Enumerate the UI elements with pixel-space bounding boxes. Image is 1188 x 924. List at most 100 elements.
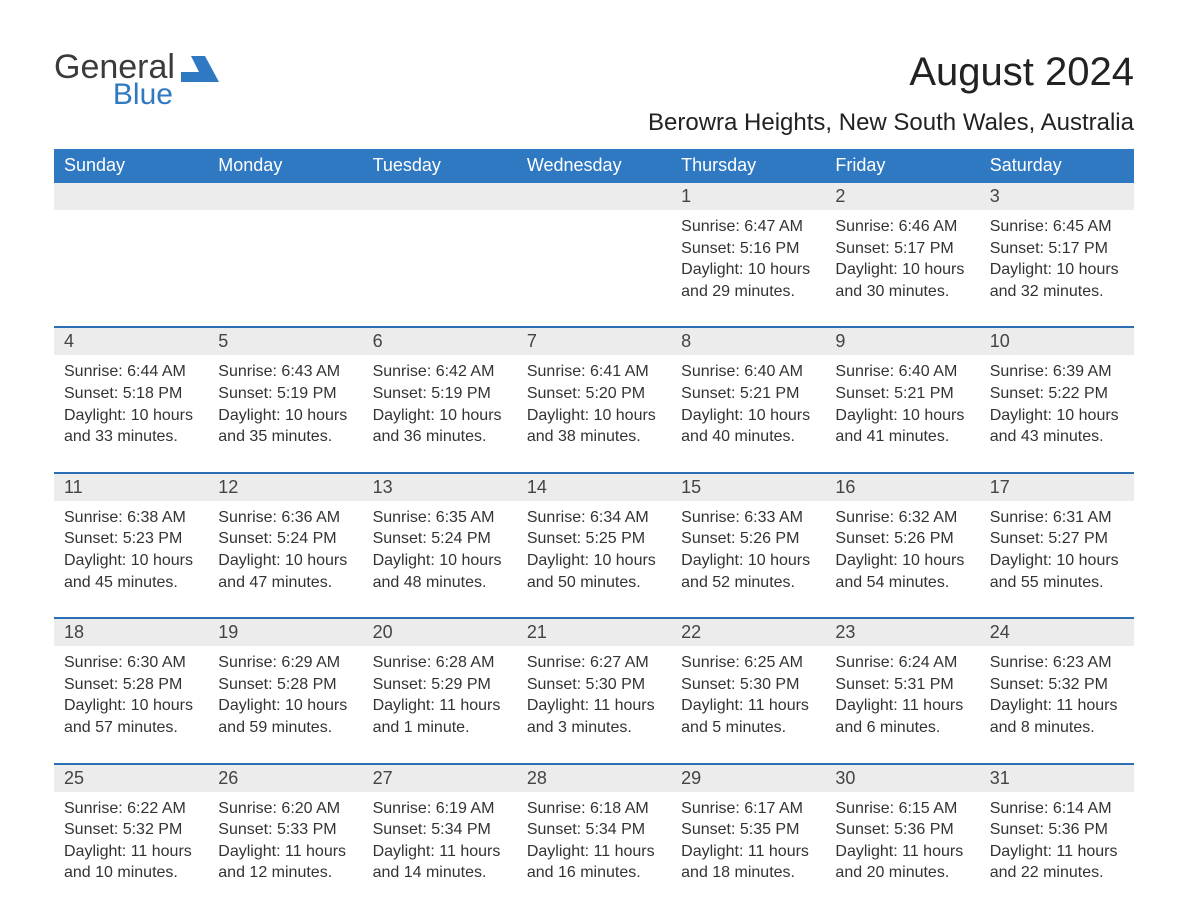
- daylight-text: Daylight: 11 hours and 1 minute.: [373, 695, 507, 738]
- daylight-text: Daylight: 10 hours and 50 minutes.: [527, 550, 661, 593]
- day-number: 25: [54, 765, 208, 792]
- day-number: 22: [671, 619, 825, 646]
- week-row: 45678910Sunrise: 6:44 AMSunset: 5:18 PMD…: [54, 326, 1134, 447]
- day-cell: Sunrise: 6:15 AMSunset: 5:36 PMDaylight:…: [825, 792, 979, 884]
- sunset-text: Sunset: 5:34 PM: [527, 819, 661, 841]
- sunset-text: Sunset: 5:21 PM: [835, 383, 969, 405]
- day-number: 2: [825, 183, 979, 210]
- sunset-text: Sunset: 5:27 PM: [990, 528, 1124, 550]
- sunrise-text: Sunrise: 6:40 AM: [681, 361, 815, 383]
- sunrise-text: Sunrise: 6:18 AM: [527, 798, 661, 820]
- sunset-text: Sunset: 5:36 PM: [990, 819, 1124, 841]
- sunset-text: Sunset: 5:23 PM: [64, 528, 198, 550]
- day-number-row: 18192021222324: [54, 619, 1134, 646]
- day-number: 9: [825, 328, 979, 355]
- daylight-text: Daylight: 11 hours and 16 minutes.: [527, 841, 661, 884]
- day-number: [517, 183, 671, 210]
- sunrise-text: Sunrise: 6:45 AM: [990, 216, 1124, 238]
- day-cell: Sunrise: 6:47 AMSunset: 5:16 PMDaylight:…: [671, 210, 825, 302]
- daylight-text: Daylight: 10 hours and 30 minutes.: [835, 259, 969, 302]
- day-number: 10: [980, 328, 1134, 355]
- day-cell: Sunrise: 6:39 AMSunset: 5:22 PMDaylight:…: [980, 355, 1134, 447]
- day-number: 7: [517, 328, 671, 355]
- sunrise-text: Sunrise: 6:15 AM: [835, 798, 969, 820]
- daylight-text: Daylight: 11 hours and 5 minutes.: [681, 695, 815, 738]
- calendar-page: General Blue August 2024 Berowra Heights…: [0, 0, 1188, 924]
- sunrise-text: Sunrise: 6:29 AM: [218, 652, 352, 674]
- day-number: 26: [208, 765, 362, 792]
- week-row: 25262728293031Sunrise: 6:22 AMSunset: 5:…: [54, 763, 1134, 884]
- day-number: 19: [208, 619, 362, 646]
- weekday-header: Monday: [208, 149, 362, 183]
- day-number: 23: [825, 619, 979, 646]
- day-number: 12: [208, 474, 362, 501]
- sunrise-text: Sunrise: 6:38 AM: [64, 507, 198, 529]
- daylight-text: Daylight: 10 hours and 40 minutes.: [681, 405, 815, 448]
- sunset-text: Sunset: 5:25 PM: [527, 528, 661, 550]
- weekday-header: Sunday: [54, 149, 208, 183]
- location-subtitle: Berowra Heights, New South Wales, Austra…: [648, 109, 1134, 137]
- daylight-text: Daylight: 10 hours and 57 minutes.: [64, 695, 198, 738]
- day-number: 18: [54, 619, 208, 646]
- day-number-row: 123: [54, 183, 1134, 210]
- weekday-header: Friday: [825, 149, 979, 183]
- daylight-text: Daylight: 10 hours and 36 minutes.: [373, 405, 507, 448]
- sunrise-text: Sunrise: 6:20 AM: [218, 798, 352, 820]
- weekday-header: Thursday: [671, 149, 825, 183]
- logo-flag-icon: [181, 56, 219, 82]
- day-number: 30: [825, 765, 979, 792]
- sunset-text: Sunset: 5:32 PM: [64, 819, 198, 841]
- sunset-text: Sunset: 5:33 PM: [218, 819, 352, 841]
- daylight-text: Daylight: 10 hours and 41 minutes.: [835, 405, 969, 448]
- title-block: August 2024 Berowra Heights, New South W…: [648, 50, 1134, 137]
- day-cell: Sunrise: 6:18 AMSunset: 5:34 PMDaylight:…: [517, 792, 671, 884]
- sunset-text: Sunset: 5:17 PM: [990, 238, 1124, 260]
- daylight-text: Daylight: 10 hours and 59 minutes.: [218, 695, 352, 738]
- day-number: [54, 183, 208, 210]
- day-cell: Sunrise: 6:34 AMSunset: 5:25 PMDaylight:…: [517, 501, 671, 593]
- day-cell: Sunrise: 6:23 AMSunset: 5:32 PMDaylight:…: [980, 646, 1134, 738]
- sunset-text: Sunset: 5:30 PM: [681, 674, 815, 696]
- day-cell: Sunrise: 6:22 AMSunset: 5:32 PMDaylight:…: [54, 792, 208, 884]
- sunset-text: Sunset: 5:28 PM: [64, 674, 198, 696]
- sunrise-text: Sunrise: 6:24 AM: [835, 652, 969, 674]
- daylight-text: Daylight: 11 hours and 20 minutes.: [835, 841, 969, 884]
- daylight-text: Daylight: 11 hours and 6 minutes.: [835, 695, 969, 738]
- day-cell: Sunrise: 6:14 AMSunset: 5:36 PMDaylight:…: [980, 792, 1134, 884]
- day-cell: [208, 210, 362, 302]
- day-cell: Sunrise: 6:29 AMSunset: 5:28 PMDaylight:…: [208, 646, 362, 738]
- sunset-text: Sunset: 5:32 PM: [990, 674, 1124, 696]
- day-cell: Sunrise: 6:35 AMSunset: 5:24 PMDaylight:…: [363, 501, 517, 593]
- sunrise-text: Sunrise: 6:14 AM: [990, 798, 1124, 820]
- day-number: 3: [980, 183, 1134, 210]
- sunset-text: Sunset: 5:34 PM: [373, 819, 507, 841]
- day-cell: Sunrise: 6:17 AMSunset: 5:35 PMDaylight:…: [671, 792, 825, 884]
- month-title: August 2024: [648, 50, 1134, 95]
- day-number: 8: [671, 328, 825, 355]
- sunrise-text: Sunrise: 6:27 AM: [527, 652, 661, 674]
- sunset-text: Sunset: 5:17 PM: [835, 238, 969, 260]
- sunset-text: Sunset: 5:26 PM: [835, 528, 969, 550]
- daylight-text: Daylight: 10 hours and 32 minutes.: [990, 259, 1124, 302]
- daylight-text: Daylight: 10 hours and 45 minutes.: [64, 550, 198, 593]
- day-cell: Sunrise: 6:38 AMSunset: 5:23 PMDaylight:…: [54, 501, 208, 593]
- day-number: 11: [54, 474, 208, 501]
- day-cell: [363, 210, 517, 302]
- day-cell: Sunrise: 6:41 AMSunset: 5:20 PMDaylight:…: [517, 355, 671, 447]
- weekday-header: Tuesday: [363, 149, 517, 183]
- daylight-text: Daylight: 10 hours and 47 minutes.: [218, 550, 352, 593]
- day-number: 14: [517, 474, 671, 501]
- sunset-text: Sunset: 5:31 PM: [835, 674, 969, 696]
- day-number: 15: [671, 474, 825, 501]
- day-cell: Sunrise: 6:43 AMSunset: 5:19 PMDaylight:…: [208, 355, 362, 447]
- weekday-header: Wednesday: [517, 149, 671, 183]
- sunrise-text: Sunrise: 6:41 AM: [527, 361, 661, 383]
- day-number: 5: [208, 328, 362, 355]
- sunset-text: Sunset: 5:20 PM: [527, 383, 661, 405]
- sunrise-text: Sunrise: 6:46 AM: [835, 216, 969, 238]
- sunrise-text: Sunrise: 6:31 AM: [990, 507, 1124, 529]
- sunset-text: Sunset: 5:30 PM: [527, 674, 661, 696]
- sunset-text: Sunset: 5:16 PM: [681, 238, 815, 260]
- day-cell: Sunrise: 6:25 AMSunset: 5:30 PMDaylight:…: [671, 646, 825, 738]
- sunrise-text: Sunrise: 6:22 AM: [64, 798, 198, 820]
